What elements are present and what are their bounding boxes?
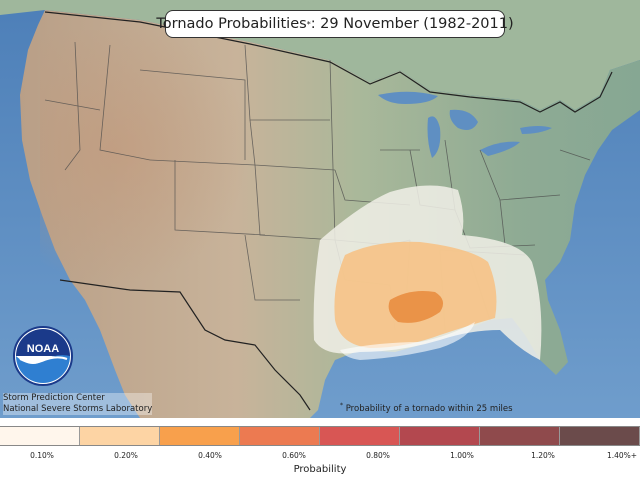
- legend-tick-label: 0.60%: [282, 451, 306, 460]
- noaa-logo-text: NOAA: [27, 343, 59, 355]
- map-panel: NOAA Tornado Probabilities *: 29 November…: [0, 0, 640, 418]
- legend-tick-label: 0.80%: [366, 451, 390, 460]
- legend-tick-label: 0.20%: [114, 451, 138, 460]
- legend-color-bar: [0, 426, 640, 446]
- legend-swatch-6: [480, 427, 560, 445]
- mountain-shading: [40, 30, 340, 330]
- credit-line-2: National Severe Storms Laboratory: [3, 404, 153, 414]
- credits: Storm Prediction Center National Severe …: [3, 393, 153, 415]
- credit-line-1: Storm Prediction Center: [3, 393, 105, 403]
- legend-tick-label: 0.40%: [198, 451, 222, 460]
- great-lakes: [378, 91, 552, 158]
- legend-ticks: 0.10% 0.20% 0.40% 0.60% 0.80% 1.00% 1.20% 1.40%…: [0, 451, 640, 463]
- legend-swatch-7: [560, 427, 640, 445]
- map-canvas: [0, 0, 640, 418]
- national-borders: [44, 11, 613, 411]
- title-rest: : 29 November (1982-2011): [310, 16, 514, 32]
- footnote-text: Probability of a tornado within 25 miles: [345, 403, 513, 414]
- title-text: Tornado Probabilities: [156, 16, 307, 32]
- legend-swatch-4: [320, 427, 400, 445]
- footnote-marker: *: [340, 402, 343, 409]
- legend-tick-label: 0.10%: [30, 451, 54, 460]
- legend-swatch-0: [0, 427, 80, 445]
- legend-title: Probability: [293, 464, 347, 475]
- legend-swatch-5: [400, 427, 480, 445]
- legend-swatch-3: [240, 427, 320, 445]
- legend-swatch-1: [80, 427, 160, 445]
- map-title: Tornado Probabilities *: 29 November (198…: [156, 10, 514, 38]
- footnote: * Probability of a tornado within 25 mil…: [340, 402, 513, 414]
- contour-0-40: [388, 291, 444, 323]
- noaa-logo: NOAA: [13, 326, 73, 386]
- legend-tick-label: 1.20%: [531, 451, 555, 460]
- legend-tick-label: 1.40%+: [606, 451, 638, 460]
- coastal-highlight: [340, 322, 475, 360]
- legend-tick-label: 1.00%: [450, 451, 474, 460]
- legend-swatch-2: [160, 427, 240, 445]
- title-marker: *: [306, 19, 311, 29]
